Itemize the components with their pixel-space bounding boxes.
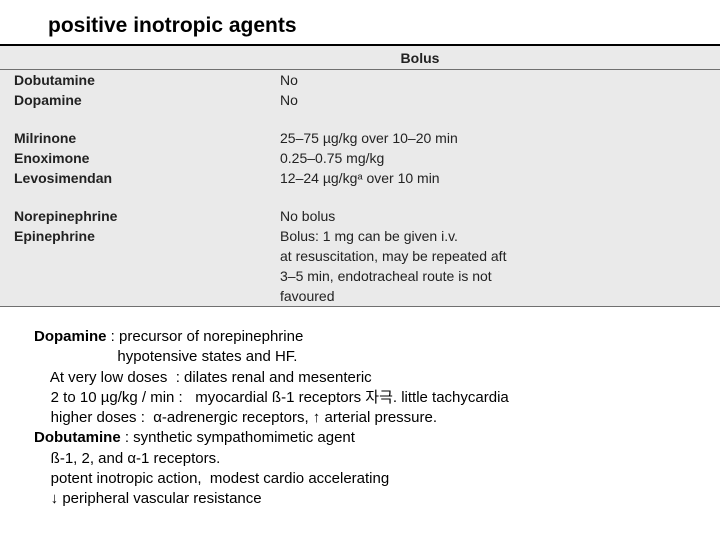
table-row: Enoximone 0.25–0.75 mg/kg <box>0 148 720 168</box>
table-row: Epinephrine Bolus: 1 mg can be given i.v… <box>0 226 720 246</box>
group-gap <box>0 110 720 128</box>
drug-name: Milrinone <box>0 128 280 148</box>
blank <box>0 286 280 306</box>
bolus-extra: 3–5 min, endotracheal route is not <box>280 266 720 286</box>
bolus-value: No <box>280 90 720 110</box>
blank <box>0 246 280 266</box>
table-row: Norepinephrine No bolus <box>0 206 720 226</box>
bolus-value: 25–75 µg/kg over 10–20 min <box>280 128 720 148</box>
note-line: potent inotropic action, modest cardio a… <box>34 469 696 489</box>
note-line: 2 to 10 µg/kg / min : myocardial ß-1 rec… <box>34 388 696 408</box>
note-line: Dobutamine : synthetic sympathomimetic a… <box>34 428 696 448</box>
page-title: positive inotropic agents <box>0 0 720 44</box>
group-gap <box>0 188 720 206</box>
bolus-value: Bolus: 1 mg can be given i.v. <box>280 226 720 246</box>
bolus-value: 0.25–0.75 mg/kg <box>280 148 720 168</box>
note-term: Dopamine <box>34 328 107 345</box>
drug-name: Dobutamine <box>0 70 280 90</box>
note-line: higher doses : α-adrenergic receptors, ↑… <box>34 408 696 428</box>
bolus-value: No <box>280 70 720 90</box>
bolus-table: Bolus Dobutamine No Dopamine No Milrinon… <box>0 46 720 307</box>
note-text: : precursor of norepinephrine <box>107 328 304 345</box>
table-row: favoured <box>0 286 720 306</box>
blank <box>0 266 280 286</box>
note-line: ß-1, 2, and α-1 receptors. <box>34 449 696 469</box>
drug-name: Levosimendan <box>0 168 280 188</box>
table-row: Dopamine No <box>0 90 720 110</box>
header-bolus: Bolus <box>281 50 440 66</box>
note-line: ↓ peripheral vascular resistance <box>34 489 696 509</box>
bolus-extra: at resuscitation, may be repeated aft <box>280 246 720 266</box>
drug-name: Dopamine <box>0 90 280 110</box>
bolus-extra: favoured <box>280 286 720 306</box>
note-line: At very low doses : dilates renal and me… <box>34 368 696 388</box>
table-row: Dobutamine No <box>0 70 720 90</box>
table-row: at resuscitation, may be repeated aft <box>0 246 720 266</box>
drug-name: Epinephrine <box>0 226 280 246</box>
note-line: Dopamine : precursor of norepinephrine <box>34 327 696 347</box>
table-row: Milrinone 25–75 µg/kg over 10–20 min <box>0 128 720 148</box>
table-row: 3–5 min, endotracheal route is not <box>0 266 720 286</box>
notes-block: Dopamine : precursor of norepinephrine h… <box>0 307 720 509</box>
table-row: Levosimendan 12–24 µg/kgᵃ over 10 min <box>0 168 720 188</box>
note-line: hypotensive states and HF. <box>34 347 696 367</box>
drug-name: Norepinephrine <box>0 206 280 226</box>
table-header: Bolus <box>0 46 720 70</box>
note-term: Dobutamine <box>34 429 121 446</box>
bolus-value: 12–24 µg/kgᵃ over 10 min <box>280 168 720 188</box>
drug-name: Enoximone <box>0 148 280 168</box>
bolus-value: No bolus <box>280 206 720 226</box>
note-text: : synthetic sympathomimetic agent <box>121 429 355 446</box>
